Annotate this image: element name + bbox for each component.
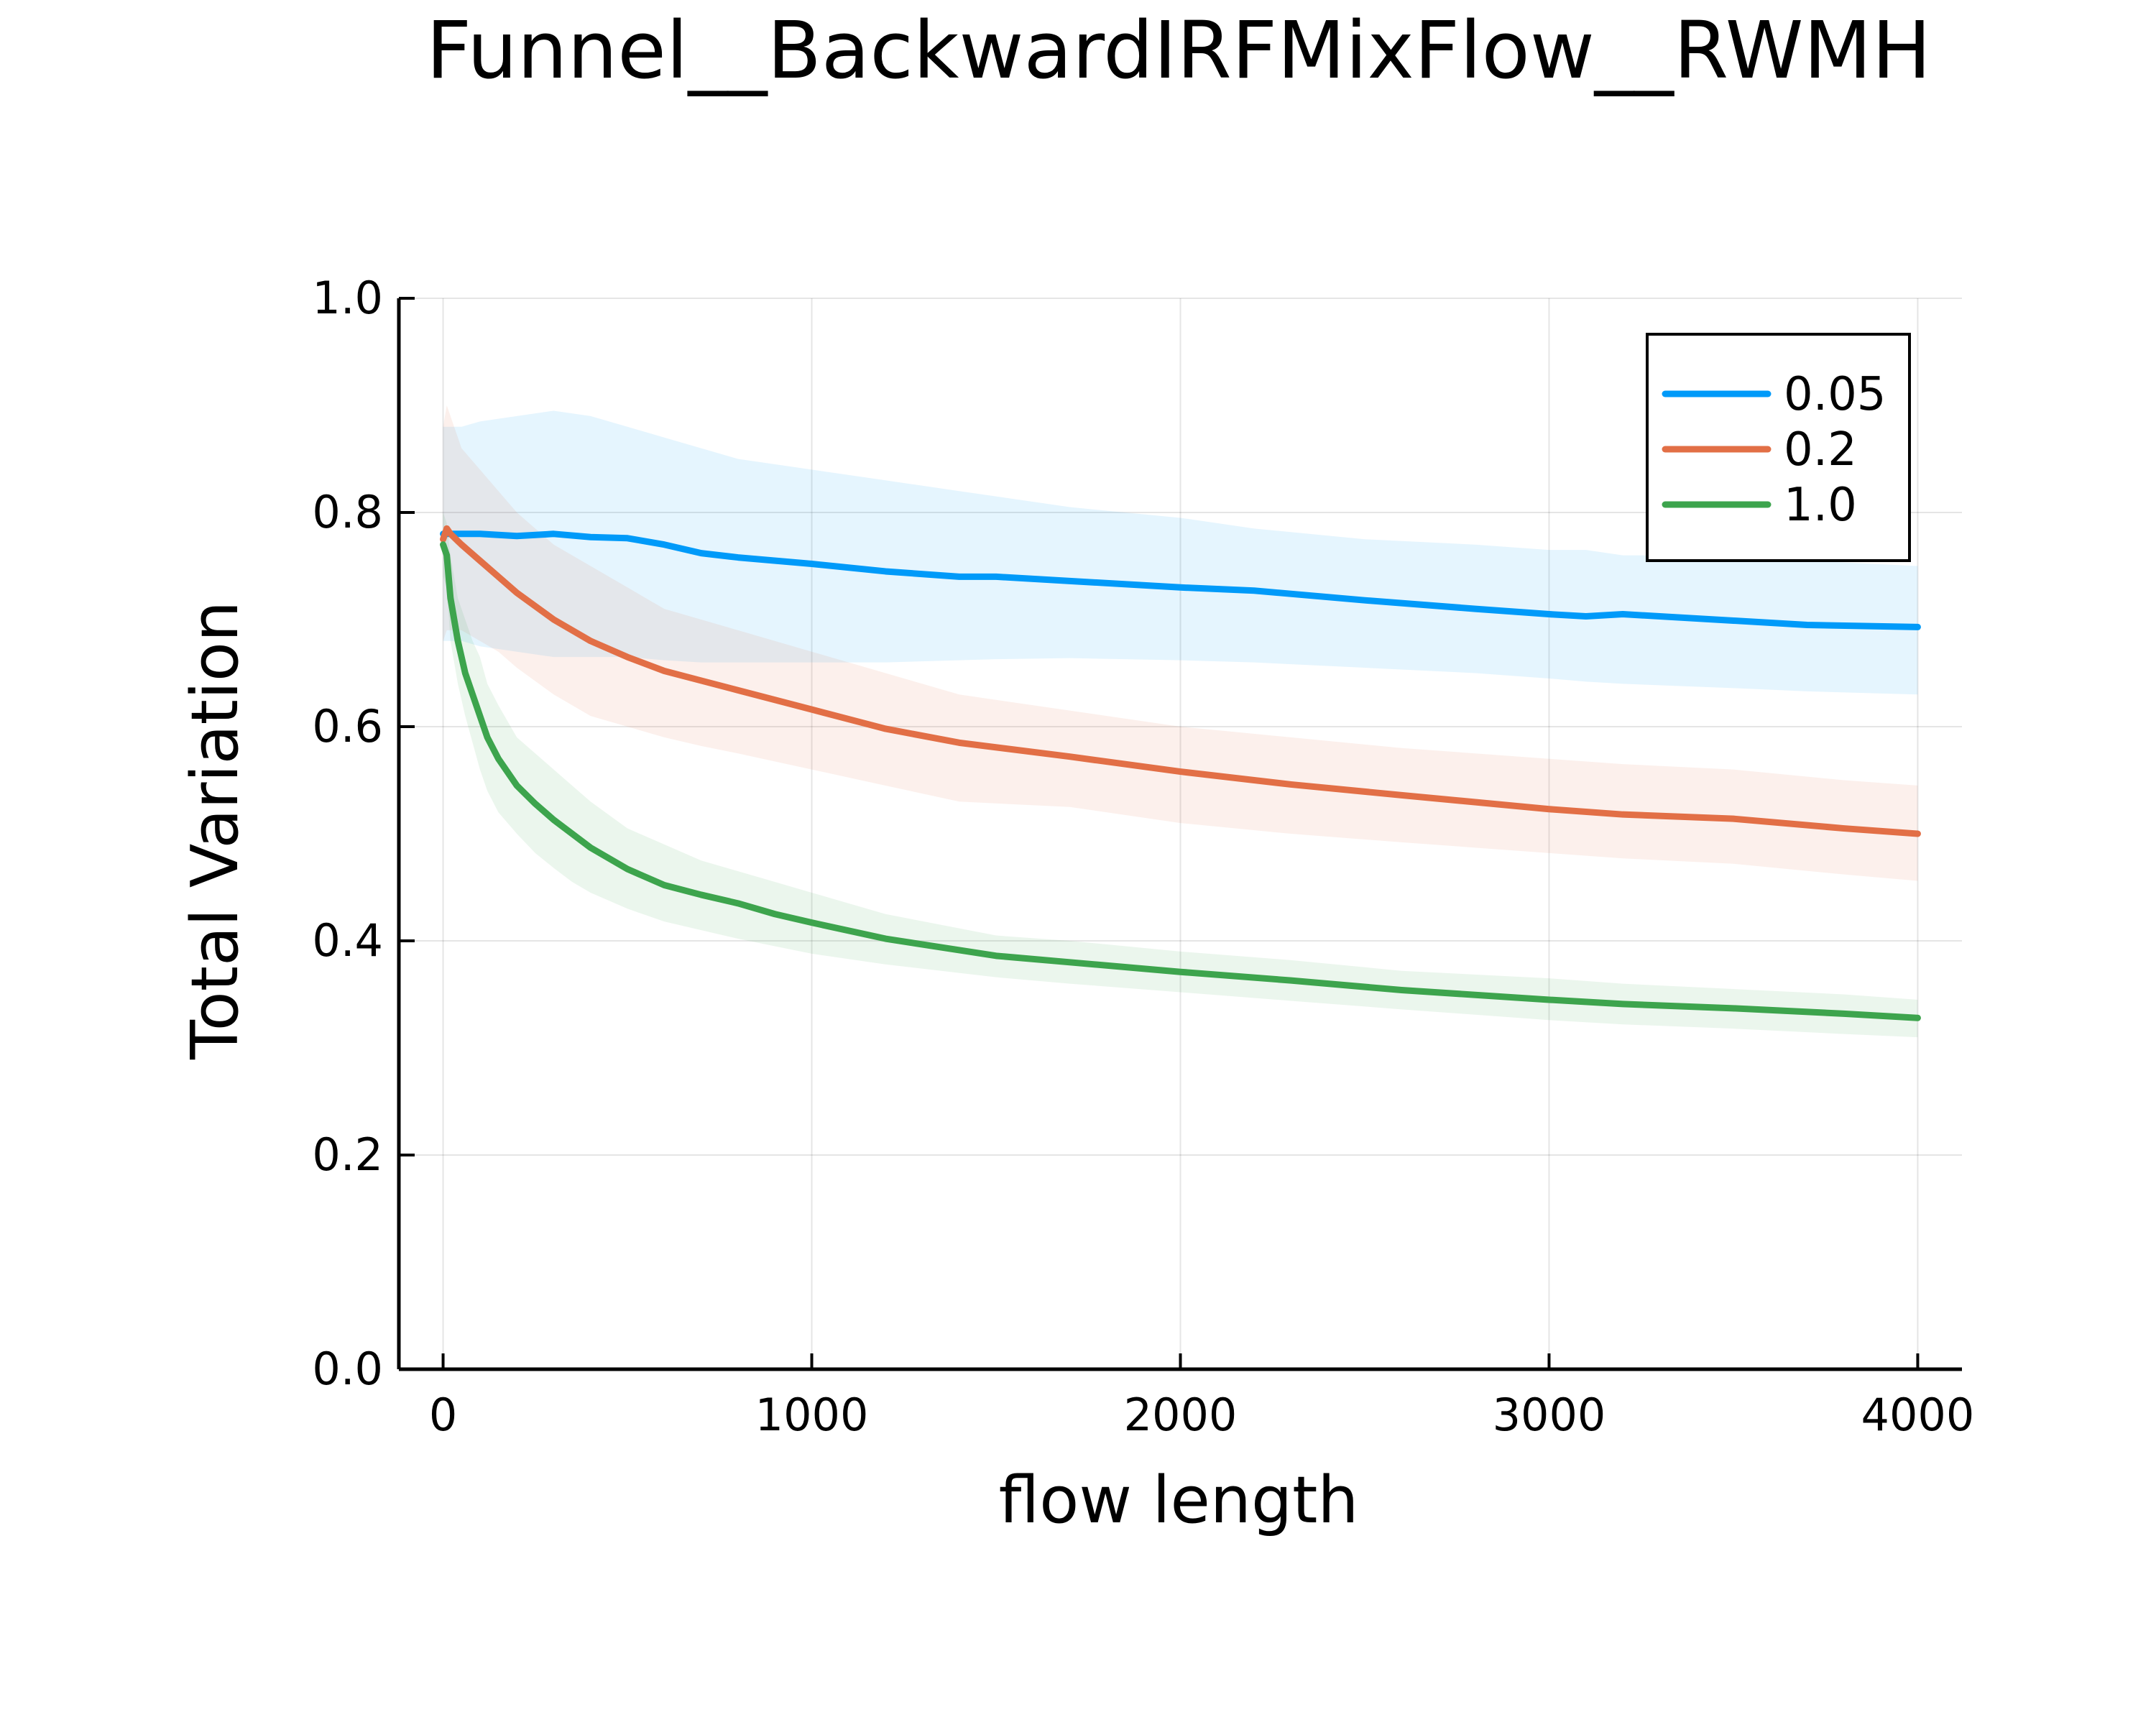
- tick-labels: 0 1000 2000 3000 4000 0.0 0.2 0.4 0.6 0.8 1.0: [312, 272, 1974, 1441]
- legend-label-0: 0.05: [1784, 368, 1886, 421]
- y-axis-label: Total Variation: [178, 601, 253, 1060]
- confidence-bands: [443, 405, 1918, 1038]
- y-tick-label-0: 0.0: [312, 1343, 383, 1395]
- y-tick-label-5: 1.0: [312, 272, 383, 324]
- x-tick-label-2: 2000: [1124, 1389, 1238, 1441]
- x-tick-label-1: 1000: [755, 1389, 869, 1441]
- band-series-0: [443, 410, 1918, 695]
- legend-label-2: 1.0: [1784, 479, 1857, 532]
- x-tick-label-3: 3000: [1493, 1389, 1606, 1441]
- x-tick-label-4: 4000: [1861, 1389, 1975, 1441]
- y-tick-label-3: 0.6: [312, 700, 383, 753]
- legend-label-1: 0.2: [1784, 423, 1857, 477]
- x-tick-label-0: 0: [429, 1389, 457, 1441]
- chart-title: Funnel__BackwardIRFMixFlow__RWMH: [426, 4, 1931, 96]
- line-series-2: [440, 541, 1921, 1021]
- line-series-0: [440, 530, 1921, 630]
- band-series-1: [443, 405, 1918, 881]
- y-tick-label-2: 0.4: [312, 914, 383, 967]
- y-tick-label-4: 0.8: [312, 486, 383, 538]
- legend: 0.050.21.0: [1646, 333, 1911, 562]
- series-lines: [440, 525, 1921, 1021]
- axes: [397, 297, 1962, 1371]
- y-tick-label-1: 0.2: [312, 1128, 383, 1181]
- line-series-1: [440, 525, 1921, 837]
- band-series-2: [443, 512, 1918, 1038]
- x-axis-label: flow length: [999, 1463, 1359, 1538]
